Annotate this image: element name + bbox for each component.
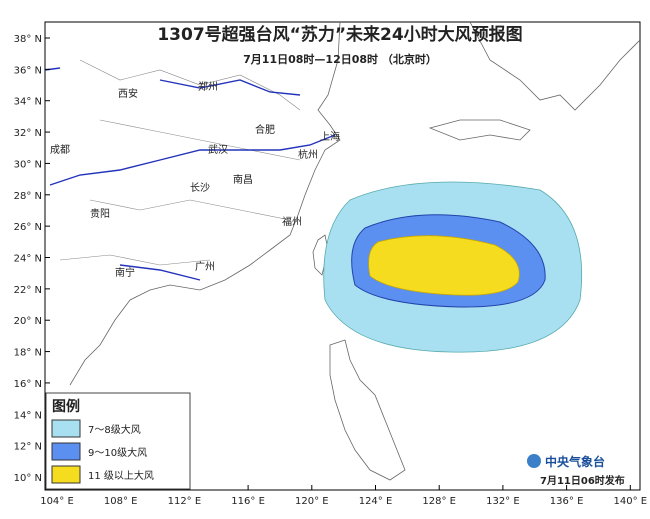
issued: 7月11日06时发布 [540, 474, 625, 487]
legend-title: 图例 [52, 398, 80, 415]
city-label: 郑州 [198, 80, 218, 93]
lon-label: 116° E [231, 496, 265, 507]
lat-label: 12° N [14, 442, 42, 453]
city-label: 杭州 [298, 148, 318, 161]
lon-label: 132° E [486, 496, 520, 507]
city-label: 贵阳 [90, 207, 110, 220]
lon-label: 136° E [550, 496, 584, 507]
legend-item: 9～10级大风 [88, 446, 147, 459]
lat-label: 28° N [14, 191, 42, 202]
lat-label: 20° N [14, 316, 42, 327]
logo [527, 454, 541, 468]
city-label: 武汉 [208, 143, 228, 156]
coastline [69, 21, 341, 386]
legend: 图例 7～8级大风 9～10级大风 11 级以上大风 [45, 392, 191, 490]
legend-swatch [51, 465, 81, 484]
lat-label: 30° N [14, 159, 42, 170]
labels: 38° N 36° N 34° N 32° N 30° N 28° N 26° N 24° N… [14, 34, 647, 507]
city-label: 西安 [118, 87, 138, 100]
legend-swatch [51, 442, 81, 461]
zone-11-plus [368, 235, 520, 296]
lon-label: 128° E [422, 496, 456, 507]
city-label: 合肥 [255, 123, 275, 136]
taiwan [312, 234, 329, 276]
title: 1307号超强台风“苏力”未来24小时大风预报图 [157, 24, 522, 45]
city-label: 广州 [195, 261, 215, 273]
lat-label: 18° N [14, 348, 42, 359]
lat-label: 38° N [14, 34, 42, 45]
lat-label: 36° N [14, 65, 42, 76]
lon-label: 104° E [40, 496, 74, 507]
lon-label: 112° E [168, 496, 202, 507]
lat-label: 16° N [14, 379, 42, 390]
province-borders [59, 59, 301, 266]
lat-label: 34° N [14, 97, 42, 108]
city-label: 成都 [50, 144, 70, 156]
city-label: 上海 [320, 130, 340, 143]
lat-label: 26° N [14, 222, 42, 233]
lon-label: 124° E [359, 496, 393, 507]
lat-label: 10° N [14, 473, 42, 484]
philippines [329, 339, 406, 481]
legend-item: 11 级以上大风 [88, 469, 154, 482]
lon-label: 140° E [614, 496, 648, 507]
lon-label: 108° E [104, 496, 138, 507]
lat-label: 14° N [14, 410, 42, 421]
japan-south [428, 119, 531, 141]
lat-label: 32° N [14, 128, 42, 139]
legend-swatch [51, 419, 81, 438]
wind-zones [323, 181, 583, 353]
city-label: 南宁 [115, 266, 135, 279]
legend-item: 7～8级大风 [88, 423, 141, 436]
lat-label: 24° N [14, 254, 42, 265]
subtitle: 7月11日08时—12日08时 （北京时） [243, 52, 437, 66]
korea-japan [469, 21, 641, 111]
city-label: 福州 [282, 215, 302, 228]
lon-label: 120° E [295, 496, 329, 507]
agency: 中央气象台 [545, 454, 605, 469]
city-label: 长沙 [190, 182, 210, 194]
city-label: 南昌 [233, 173, 253, 186]
land-lines [44, 21, 641, 481]
rivers [44, 67, 336, 281]
lat-label: 22° N [14, 285, 42, 296]
